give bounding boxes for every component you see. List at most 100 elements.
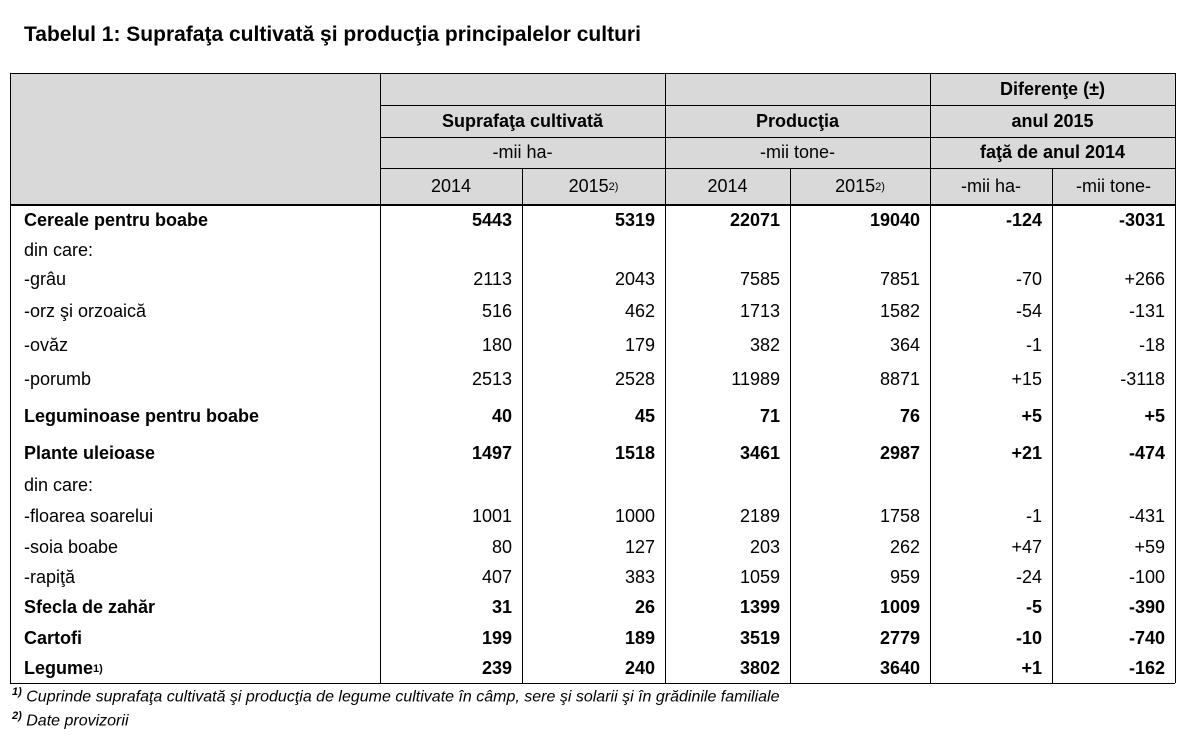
rule — [380, 73, 381, 683]
note-mark: 1) — [93, 662, 103, 675]
cell: 407 — [481, 566, 512, 587]
cell: 516 — [481, 301, 512, 321]
cell: -124 — [1005, 209, 1042, 230]
rule — [380, 105, 1175, 106]
cell: 19040 — [869, 209, 920, 230]
year: 2014 — [430, 176, 472, 196]
group-unit: -mii ha- — [492, 142, 553, 162]
row-label: -grâu — [24, 265, 380, 295]
row-label: Cartofi — [24, 623, 380, 655]
diff-header: faţă de anul 2014 — [979, 142, 1126, 162]
label: Sfecla de zahăr — [24, 596, 156, 617]
rule — [1175, 73, 1176, 683]
row-label: din care: — [24, 471, 380, 501]
row-label: -floarea soarelui — [24, 501, 380, 532]
label: -porumb — [24, 369, 92, 389]
footnote-mark: 2) — [12, 710, 22, 722]
note-mark: 2) — [608, 180, 619, 193]
diff-unit: -mii ha- — [960, 176, 1021, 196]
rule — [10, 204, 1175, 206]
year-header: 2014 — [380, 168, 522, 205]
cell: -5 — [1025, 596, 1042, 617]
cell: 189 — [624, 628, 655, 649]
label: -floarea soarelui — [24, 505, 154, 526]
group-header: Suprafaţa cultivată — [441, 110, 604, 131]
cell: +21 — [1011, 443, 1042, 463]
year: 2014 — [707, 176, 748, 196]
row-label: -orz şi orzoaică — [24, 295, 380, 329]
header-background — [10, 73, 1175, 205]
row-label: Legume 1) — [24, 655, 380, 684]
cell: 40 — [491, 405, 512, 426]
cell: 382 — [749, 335, 780, 355]
note-mark: 2) — [875, 180, 885, 193]
label: Plante uleioase — [24, 443, 156, 463]
cell: -100 — [1128, 566, 1165, 587]
cell: 383 — [624, 566, 655, 587]
row-label: -porumb — [24, 363, 380, 397]
label: Cartofi — [24, 628, 82, 649]
cell: -740 — [1128, 628, 1165, 649]
cell: 2043 — [614, 269, 655, 290]
cell: 1009 — [879, 596, 920, 617]
cell: 199 — [481, 628, 512, 649]
cell: -1 — [1025, 505, 1042, 526]
cell: 127 — [624, 536, 655, 557]
row-label: -soia boabe — [24, 532, 380, 563]
label: din care: — [24, 475, 94, 496]
cell: -390 — [1128, 596, 1165, 617]
footnote: 2) Date provizorii — [12, 710, 129, 730]
rule — [522, 168, 523, 683]
group-header: Producţia — [755, 110, 839, 131]
row-label: Leguminoase pentru boabe — [24, 397, 380, 437]
cell: 262 — [889, 536, 920, 557]
cell: 1001 — [471, 505, 512, 526]
cell: +15 — [1011, 369, 1042, 389]
cell: -18 — [1138, 335, 1165, 355]
cell: 2528 — [614, 369, 655, 389]
cell: 31 — [491, 596, 512, 617]
rule — [930, 73, 931, 683]
cell: 2779 — [879, 628, 920, 649]
title: Tabelul 1: Suprafaţa cultivată şi produc… — [24, 23, 641, 46]
cell: 22071 — [729, 209, 780, 230]
row-label: -rapiţă — [24, 563, 380, 592]
cell: 1582 — [879, 301, 920, 321]
cell: 7585 — [739, 269, 780, 290]
rule — [380, 168, 1175, 169]
group-unit: -mii tone- — [759, 142, 835, 162]
cell: -3031 — [1118, 209, 1165, 230]
cell: 45 — [634, 405, 655, 426]
cell: 959 — [889, 566, 920, 587]
rule — [380, 137, 1175, 138]
cell: 1497 — [471, 443, 512, 463]
cell: -3118 — [1120, 369, 1165, 389]
year-header: 2015 2) — [522, 168, 665, 205]
rule — [1052, 168, 1053, 683]
label: -soia boabe — [24, 536, 119, 557]
label: Cereale pentru boabe — [24, 209, 209, 230]
cell: -10 — [1015, 628, 1042, 649]
cell: +5 — [1021, 405, 1042, 426]
year: 2015 — [568, 176, 609, 196]
footnote-text: Date provizorii — [26, 712, 129, 730]
label: -rapiţă — [24, 566, 76, 587]
cell: 364 — [889, 335, 920, 355]
rule — [790, 168, 791, 683]
cell: 11989 — [731, 369, 780, 389]
cell: 1059 — [739, 566, 780, 587]
cell: -70 — [1015, 269, 1042, 290]
cell: 203 — [749, 536, 780, 557]
cell: 180 — [481, 335, 512, 355]
cell: 462 — [624, 301, 655, 321]
cell: 71 — [759, 405, 780, 426]
cell: +266 — [1124, 269, 1165, 290]
cell: 76 — [899, 405, 920, 426]
label: -grâu — [24, 269, 67, 290]
cell: 8871 — [879, 369, 920, 389]
cell: 2513 — [471, 369, 512, 389]
row-label: Plante uleioase — [24, 436, 380, 471]
row-label: Sfecla de zahăr — [24, 592, 380, 624]
rule — [10, 683, 1175, 684]
